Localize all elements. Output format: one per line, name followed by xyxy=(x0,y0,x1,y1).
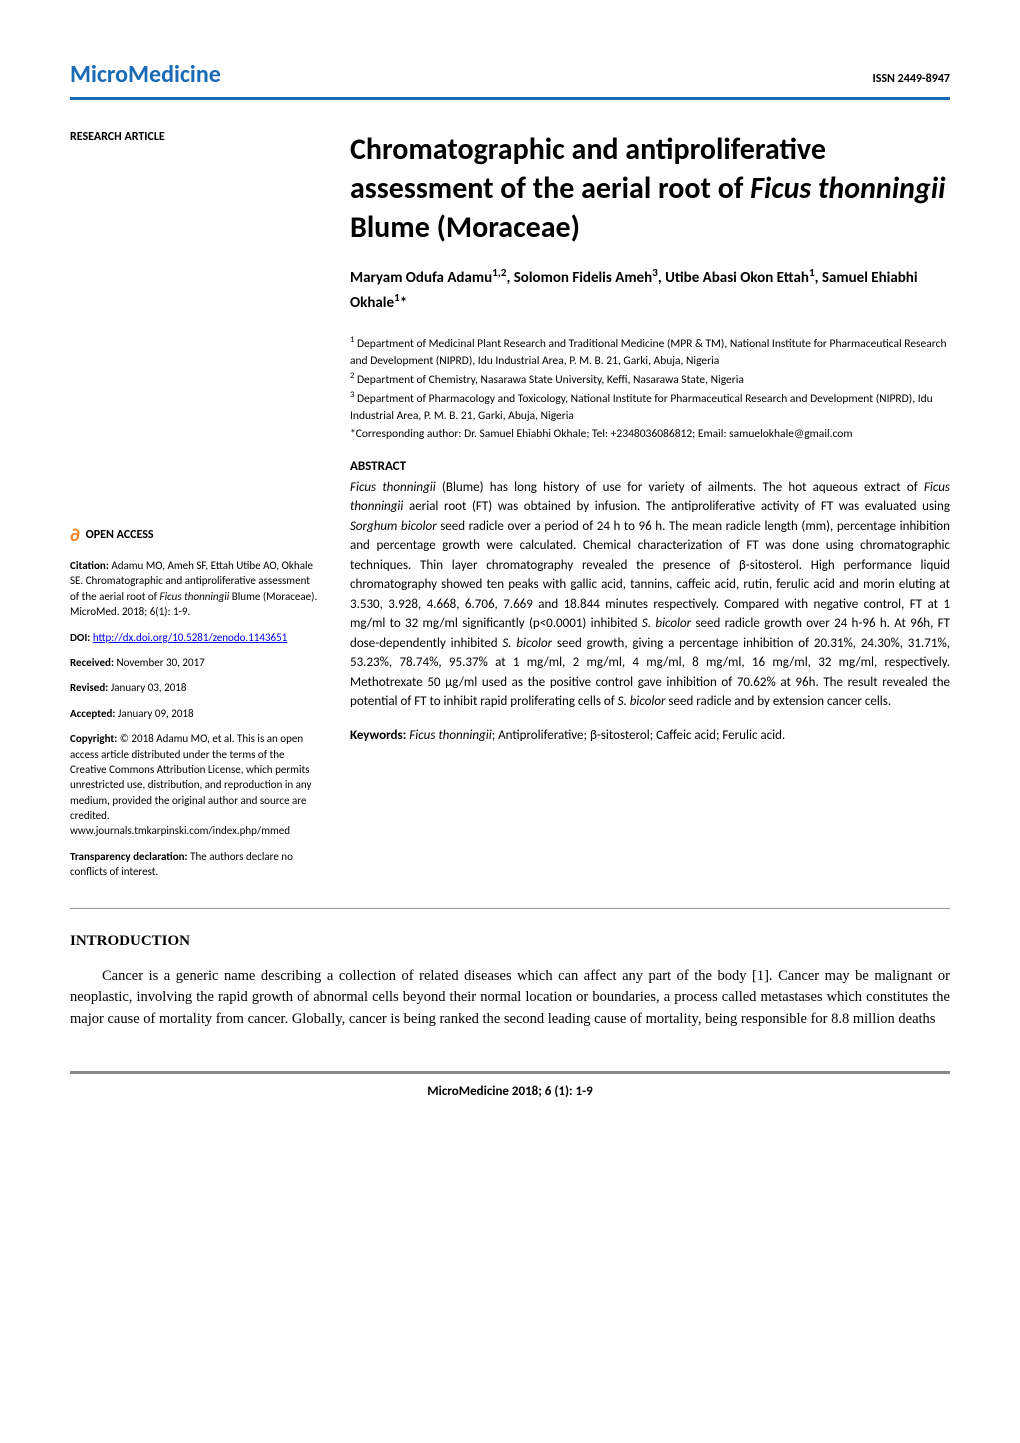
revised-date: January 03, 2018 xyxy=(108,681,186,694)
accepted-label: Accepted: xyxy=(70,707,115,720)
doi-block: DOI: http://dx.doi.org/10.5281/zenodo.11… xyxy=(70,630,320,645)
authors-list: Maryam Odufa Adamu1,2, Solomon Fidelis A… xyxy=(350,265,950,314)
corresponding-author: *Corresponding author: Dr. Samuel Ehiabh… xyxy=(350,426,950,443)
article-title: Chromatographic and antiproliferative as… xyxy=(350,130,950,247)
intro-paragraph: Cancer is a generic name describing a co… xyxy=(70,966,950,1031)
introduction-heading: INTRODUCTION xyxy=(70,933,950,950)
footer-citation: MicroMedicine 2018; 6 (1): 1-9 xyxy=(70,1084,950,1099)
doi-link[interactable]: http://dx.doi.org/10.5281/zenodo.1143651 xyxy=(93,631,287,644)
footer-divider xyxy=(70,1071,950,1074)
article-type-label: RESEARCH ARTICLE xyxy=(70,130,320,144)
keywords-text: Ficus thonningii; Antiproliferative; β-s… xyxy=(409,728,785,743)
abstract-text: Ficus thonningii (Blume) has long histor… xyxy=(350,478,950,712)
journal-name: MicroMedicine xyxy=(70,60,221,89)
affiliation-2: 2 Department of Chemistry, Nasarawa Stat… xyxy=(350,370,950,389)
open-access-badge: ∂ OPEN ACCESS xyxy=(70,524,320,546)
doi-label: DOI: xyxy=(70,631,90,644)
issn-label: ISSN 2449-8947 xyxy=(873,72,951,86)
keywords-block: Keywords: Ficus thonningii; Antiprolifer… xyxy=(350,726,950,746)
revised-label: Revised: xyxy=(70,681,108,694)
affiliation-1: 1 Department of Medicinal Plant Research… xyxy=(350,334,950,370)
citation-block: Citation: Adamu MO, Ameh SF, Ettah Utibe… xyxy=(70,558,320,620)
accepted-date: January 09, 2018 xyxy=(115,707,193,720)
transparency-label: Transparency declaration: xyxy=(70,850,188,863)
copyright-text: © 2018 Adamu MO, et al. This is an open … xyxy=(70,732,311,837)
title-suffix: Blume (Moraceae) xyxy=(350,209,580,246)
header-row: MicroMedicine ISSN 2449-8947 xyxy=(70,60,950,89)
revised-block: Revised: January 03, 2018 xyxy=(70,680,320,695)
keywords-label: Keywords: xyxy=(350,728,406,743)
open-access-icon: ∂ xyxy=(70,524,80,546)
introduction-text: Cancer is a generic name describing a co… xyxy=(70,966,950,1031)
affiliation-3: 3 Department of Pharmacology and Toxicol… xyxy=(350,389,950,425)
left-sidebar: RESEARCH ARTICLE ∂ OPEN ACCESS Citation:… xyxy=(70,130,320,890)
section-divider xyxy=(70,908,950,909)
received-date: November 30, 2017 xyxy=(114,656,205,669)
main-column: Chromatographic and antiproliferative as… xyxy=(350,130,950,890)
citation-label: Citation: xyxy=(70,559,109,572)
received-block: Received: November 30, 2017 xyxy=(70,655,320,670)
copyright-label: Copyright: xyxy=(70,732,117,745)
affiliations-block: 1 Department of Medicinal Plant Research… xyxy=(350,334,950,443)
accepted-block: Accepted: January 09, 2018 xyxy=(70,706,320,721)
copyright-block: Copyright: © 2018 Adamu MO, et al. This … xyxy=(70,731,320,839)
received-label: Received: xyxy=(70,656,114,669)
open-access-label: OPEN ACCESS xyxy=(86,528,154,542)
transparency-block: Transparency declaration: The authors de… xyxy=(70,849,320,880)
header-divider xyxy=(70,97,950,100)
title-species: Ficus thonningii xyxy=(750,170,945,207)
abstract-heading: ABSTRACT xyxy=(350,459,950,474)
